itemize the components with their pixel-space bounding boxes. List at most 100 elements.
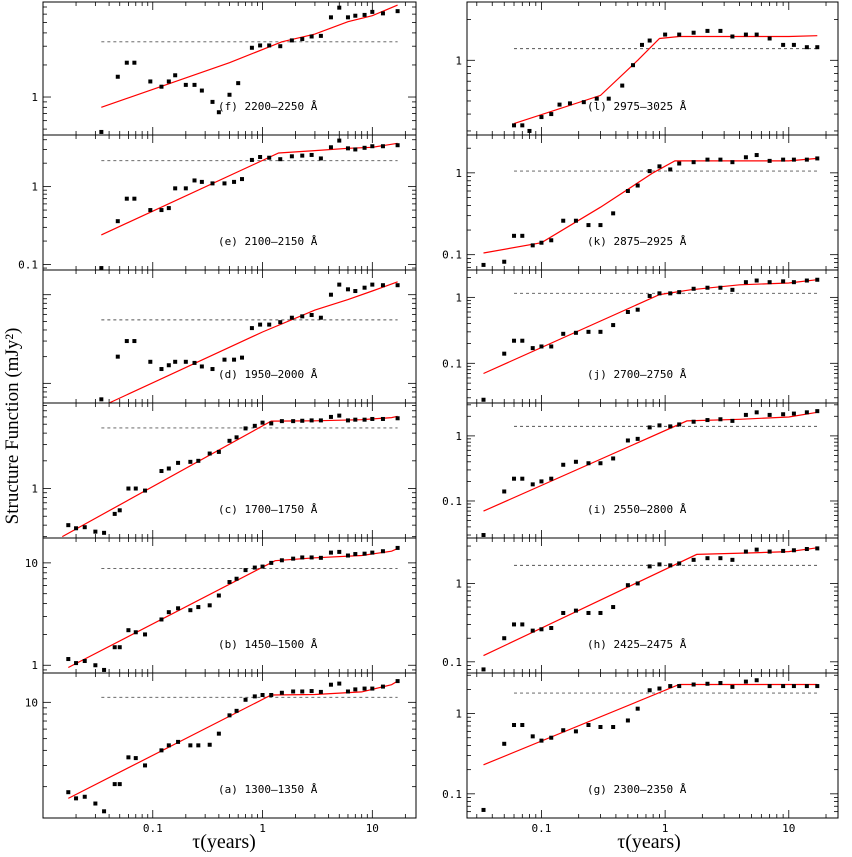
data-point	[767, 36, 772, 41]
fit-curve	[483, 547, 818, 657]
data-point	[520, 476, 525, 481]
data-point	[196, 458, 201, 463]
data-point	[611, 605, 616, 610]
data-point	[249, 45, 254, 50]
panel-frame	[42, 269, 417, 404]
y-tick-label: 0.1	[18, 259, 38, 272]
data-point	[620, 83, 625, 88]
y-tick-label: 0.1	[442, 495, 462, 508]
data-point	[549, 626, 554, 631]
data-point	[520, 723, 525, 728]
data-point	[126, 755, 131, 760]
data-point	[183, 186, 188, 191]
data-point	[82, 525, 87, 530]
data-point	[353, 13, 358, 18]
data-point	[345, 287, 350, 292]
data-point	[124, 196, 129, 201]
data-point	[133, 486, 138, 491]
data-point	[173, 186, 178, 191]
data-point	[705, 285, 710, 290]
data-point	[502, 351, 507, 356]
data-point	[530, 734, 535, 739]
data-point	[380, 549, 385, 554]
panel-frame	[466, 269, 839, 404]
data-point	[353, 552, 358, 557]
data-point	[718, 681, 723, 686]
panel-label: (c) 1700–1750 Å	[218, 503, 318, 516]
data-point	[691, 557, 696, 562]
data-point	[743, 32, 748, 37]
data-point	[345, 146, 350, 151]
panel-label: (f) 2200–2250 Å	[218, 100, 318, 113]
data-point	[730, 160, 735, 165]
data-point	[767, 549, 772, 554]
data-point	[216, 593, 221, 598]
data-point	[258, 43, 263, 48]
data-point	[657, 164, 662, 169]
data-point	[115, 74, 120, 79]
data-point	[539, 479, 544, 484]
panel-label: (i) 2550–2800 Å	[587, 503, 687, 516]
data-point	[240, 177, 245, 182]
data-point	[159, 367, 164, 372]
y-tick-label: 0.1	[442, 357, 462, 370]
data-point	[337, 282, 342, 287]
data-point	[647, 688, 652, 693]
data-point	[267, 43, 272, 48]
data-point	[362, 551, 367, 556]
data-point	[539, 738, 544, 743]
data-point	[99, 397, 104, 402]
data-point	[148, 79, 153, 84]
data-point	[66, 790, 71, 795]
data-point	[625, 583, 630, 588]
data-point	[66, 657, 71, 662]
data-point	[300, 314, 305, 319]
data-point	[395, 545, 400, 550]
data-point	[791, 411, 796, 416]
data-point	[668, 167, 673, 172]
panel-frame	[466, 1, 839, 136]
data-point	[611, 724, 616, 729]
data-point	[677, 161, 682, 166]
y-tick-label: 1	[455, 291, 462, 304]
data-point	[222, 181, 227, 186]
panel-frame	[42, 134, 417, 271]
data-point	[668, 563, 673, 568]
data-point	[481, 807, 486, 812]
data-point	[353, 687, 358, 692]
data-point	[586, 461, 591, 466]
data-point	[395, 283, 400, 288]
data-point	[691, 30, 696, 35]
data-point	[611, 456, 616, 461]
data-point	[291, 556, 296, 561]
data-point	[594, 96, 599, 101]
data-point	[567, 101, 572, 106]
data-point	[635, 307, 640, 312]
data-point	[635, 183, 640, 188]
data-point	[691, 286, 696, 291]
data-point	[159, 208, 164, 213]
data-point	[234, 576, 239, 581]
data-point	[227, 580, 232, 585]
data-point	[718, 28, 723, 33]
data-point	[804, 278, 809, 283]
panel-frame	[466, 672, 839, 819]
data-point	[112, 782, 117, 787]
data-point	[328, 550, 333, 555]
data-point	[691, 160, 696, 165]
data-point	[236, 81, 241, 86]
data-point	[318, 689, 323, 694]
panel-label: (k) 2875–2925 Å	[587, 235, 687, 248]
data-point	[232, 357, 237, 362]
data-point	[309, 152, 314, 157]
data-point	[102, 809, 107, 814]
data-point	[730, 557, 735, 562]
data-point	[318, 33, 323, 38]
data-point	[345, 689, 350, 694]
data-point	[586, 723, 591, 728]
data-point	[289, 38, 294, 43]
fit-curve	[483, 683, 818, 766]
data-point	[188, 459, 193, 464]
data-point	[754, 32, 759, 37]
data-point	[730, 684, 735, 689]
